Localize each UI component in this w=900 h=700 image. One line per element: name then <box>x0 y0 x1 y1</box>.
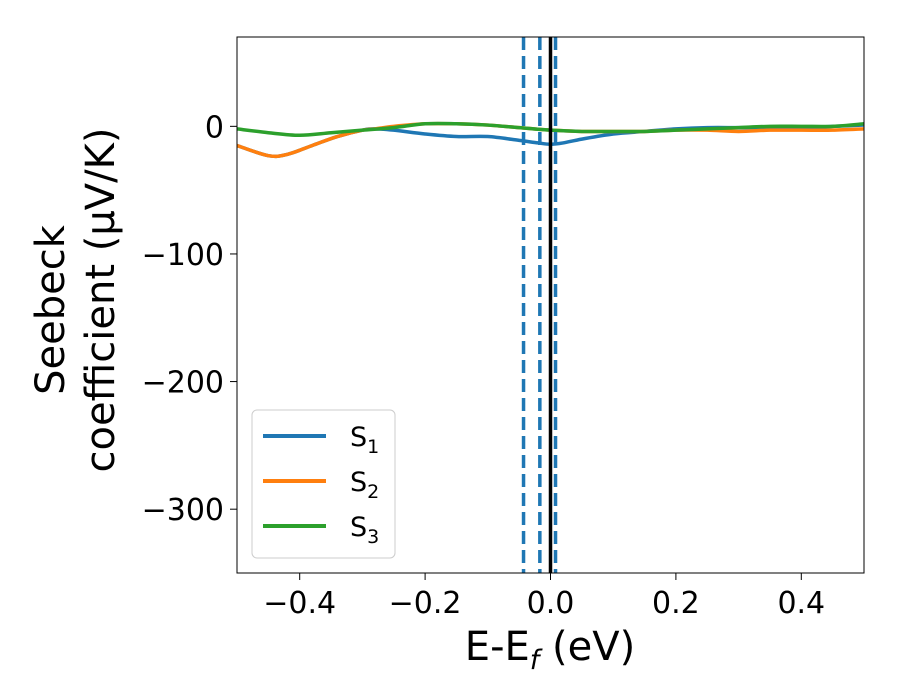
y-tick-label: 0 <box>205 110 224 145</box>
x-tick-label: −0.4 <box>263 586 336 621</box>
legend-label-s3: S3 <box>350 512 379 548</box>
y-axis-label-line1: Seebeck <box>28 224 74 395</box>
y-axis-label-line2: coefficient (μV/K) <box>78 128 124 473</box>
y-tick-label: −100 <box>142 238 224 273</box>
x-tick-label: 0.2 <box>652 586 700 621</box>
legend-label-s2: S2 <box>350 467 379 503</box>
y-tick-label: −200 <box>142 366 224 401</box>
y-axis-ticks: 0 −100 −200 −300 <box>142 110 237 528</box>
x-tick-label: −0.2 <box>389 586 462 621</box>
vertical-lines <box>521 37 558 573</box>
legend-box <box>251 409 396 559</box>
x-axis-ticks: −0.4 −0.2 0.0 0.2 0.4 <box>263 573 825 621</box>
legend: S1 S2 S3 <box>251 409 396 559</box>
x-tick-label: 0.0 <box>527 586 575 621</box>
x-axis-label: E-Ef (eV) <box>465 624 635 676</box>
x-tick-label: 0.4 <box>777 586 825 621</box>
y-tick-label: −300 <box>142 493 224 528</box>
legend-label-s1: S1 <box>350 422 379 458</box>
